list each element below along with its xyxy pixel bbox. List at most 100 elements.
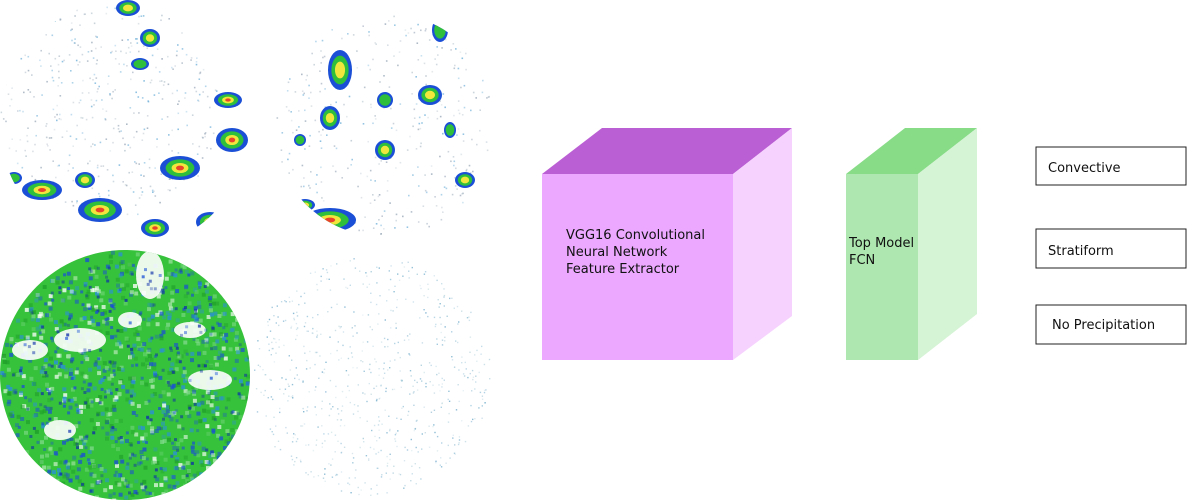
radar-speckle: [129, 292, 133, 297]
radar-speckle: [385, 387, 387, 390]
radar-speckle: [92, 143, 94, 145]
radar-speckle: [352, 457, 355, 459]
radar-speckle: [279, 411, 281, 414]
radar-speckle: [51, 339, 55, 343]
radar-speckle: [107, 388, 112, 393]
radar-speckle: [238, 379, 243, 384]
radar-speckle: [439, 155, 441, 158]
radar-speckle: [19, 371, 24, 376]
radar-speckle: [64, 201, 67, 203]
radar-speckle: [479, 109, 481, 111]
radar-speckle: [366, 420, 368, 422]
radar-speckle: [458, 112, 461, 115]
radar-speckle: [130, 353, 135, 358]
radar-speckle: [91, 307, 96, 312]
radar-speckle: [340, 452, 343, 454]
radar-speckle: [416, 273, 418, 275]
radar-speckle: [124, 481, 129, 486]
radar-speckle: [127, 262, 132, 267]
radar-image-bottom-right: [254, 258, 491, 496]
radar-speckle: [351, 327, 353, 329]
radar-speckle: [429, 381, 431, 383]
radar-speckle: [216, 455, 221, 460]
radar-speckle: [117, 436, 121, 440]
radar-speckle: [341, 405, 344, 407]
radar-speckle: [66, 477, 70, 481]
radar-speckle: [51, 298, 55, 302]
radar-speckle: [114, 470, 118, 474]
radar-speckle: [93, 362, 98, 367]
radar-speckle: [136, 42, 139, 44]
radar-speckle: [208, 399, 213, 404]
radar-speckle: [115, 463, 119, 468]
radar-speckle: [149, 185, 152, 188]
radar-speckle: [97, 371, 102, 376]
radar-speckle: [267, 397, 269, 399]
radar-speckle: [84, 401, 88, 405]
radar-speckle: [146, 115, 149, 117]
radar-speckle: [312, 449, 315, 452]
radar-speckle: [424, 271, 427, 273]
radar-speckle: [137, 346, 141, 350]
radar-speckle: [45, 34, 47, 36]
radar-speckle: [320, 82, 323, 85]
radar-speckle: [287, 400, 289, 402]
radar-speckle: [67, 411, 71, 415]
radar-speckle: [100, 46, 102, 48]
radar-speckle: [209, 332, 213, 336]
radar-speckle: [489, 378, 491, 380]
radar-speckle: [417, 59, 420, 61]
radar-speckle: [77, 421, 81, 425]
radar-speckle: [105, 138, 108, 140]
radar-speckle: [350, 139, 353, 142]
radar-speckle: [38, 331, 42, 335]
radar-speckle: [32, 414, 37, 419]
radar-speckle: [61, 481, 66, 486]
radar-speckle: [247, 355, 250, 360]
radar-speckle: [461, 356, 463, 358]
radar-speckle: [183, 340, 188, 345]
radar-speckle: [415, 103, 418, 105]
radar-speckle: [175, 346, 179, 350]
radar-speckle: [468, 164, 471, 167]
radar-speckle: [83, 282, 88, 286]
radar-speckle: [68, 405, 73, 410]
radar-speckle: [163, 413, 168, 418]
radar-speckle: [62, 440, 66, 445]
radar-speckle: [234, 335, 239, 340]
radar-speckle: [81, 482, 84, 486]
radar-speckle: [459, 51, 462, 53]
radar-speckle: [78, 435, 83, 440]
radar-speckle: [421, 380, 423, 382]
radar-speckle: [479, 391, 482, 394]
radar-speckle: [310, 105, 313, 107]
radar-speckle: [295, 457, 298, 459]
radar-speckle: [306, 359, 308, 362]
radar-speckle: [308, 84, 310, 87]
radar-speckle: [399, 473, 402, 476]
radar-speckle: [193, 287, 197, 292]
radar-speckle: [183, 389, 188, 394]
radar-speckle: [124, 184, 127, 186]
radar-speckle: [422, 205, 425, 207]
radar-speckle: [132, 392, 137, 397]
radar-speckle: [388, 289, 390, 291]
radar-speckle: [410, 211, 413, 213]
radar-speckle: [335, 147, 338, 150]
radar-speckle: [411, 473, 413, 475]
radar-speckle: [176, 50, 178, 52]
radar-speckle: [29, 376, 34, 381]
radar-speckle: [469, 172, 472, 174]
radar-speckle: [291, 300, 294, 302]
radar-speckle: [454, 177, 456, 179]
radar-speckle: [202, 68, 205, 71]
radar-speckle: [230, 312, 235, 317]
radar-speckle: [38, 296, 43, 301]
radar-speckle: [376, 398, 378, 401]
radar-speckle: [455, 409, 458, 411]
radar-speckle: [81, 132, 84, 134]
radar-speckle: [427, 315, 429, 318]
radar-speckle: [43, 358, 48, 363]
radar-speckle: [39, 403, 43, 407]
radar-speckle: [296, 374, 298, 376]
